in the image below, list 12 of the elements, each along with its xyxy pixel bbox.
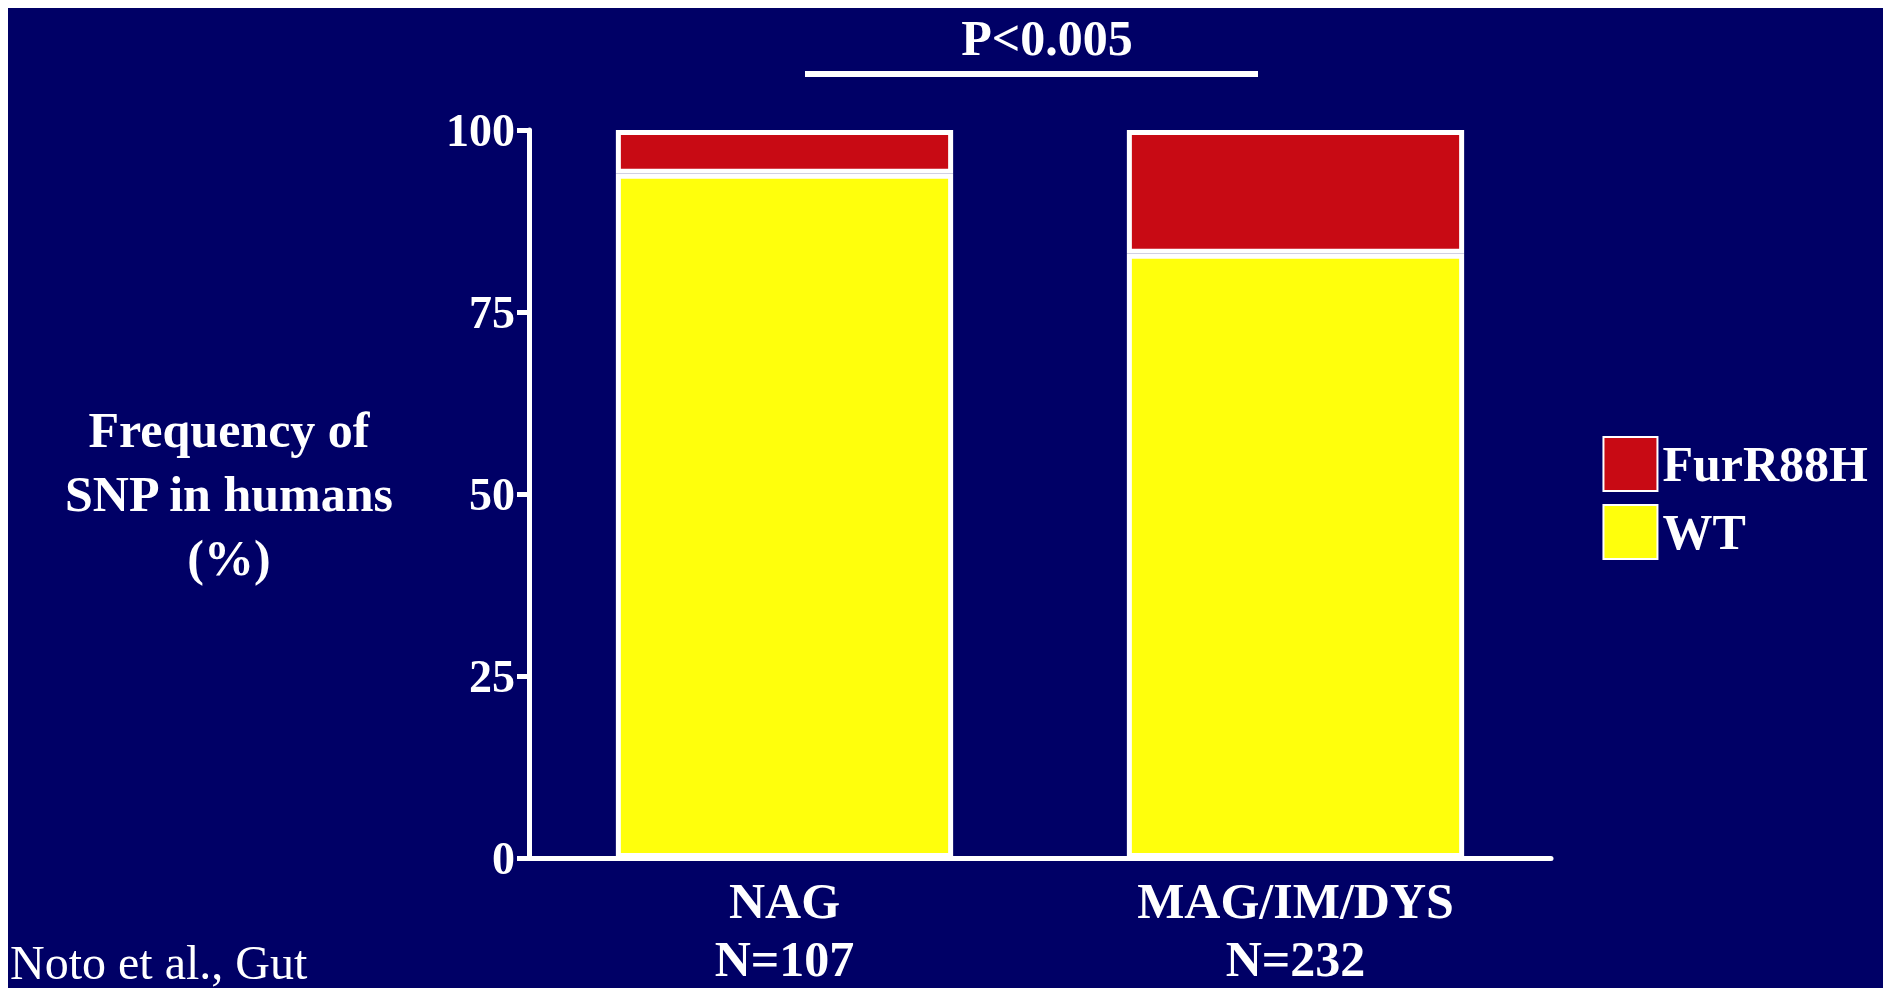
y-tick-label: 75 bbox=[469, 286, 515, 338]
y-tick-label: 25 bbox=[469, 650, 515, 702]
text: Noto et al., Gut bbox=[10, 935, 308, 989]
y-tick-label: 100 bbox=[446, 104, 515, 156]
x-tick-label: NAG N=107 bbox=[714, 873, 855, 987]
y-axis-title: Frequency of SNP in humans (%) bbox=[65, 402, 393, 586]
legend-label: FurR88H bbox=[1662, 436, 1869, 492]
y-tick-label: 50 bbox=[469, 468, 515, 520]
chart-title: P<0.005 bbox=[961, 10, 1133, 66]
legend-label: WT bbox=[1662, 504, 1746, 560]
x-tick-label: MAG/IM/DYS N=232 bbox=[1137, 873, 1454, 987]
y-tick-label: 0 bbox=[492, 832, 515, 884]
